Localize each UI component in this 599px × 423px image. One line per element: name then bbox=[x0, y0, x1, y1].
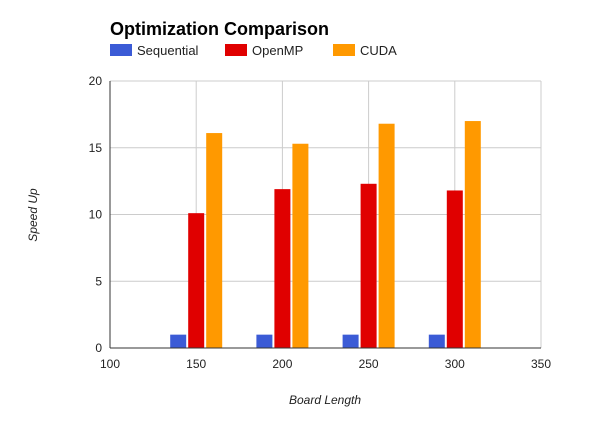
bar-openmp-150 bbox=[188, 213, 205, 348]
y-tick-label: 0 bbox=[95, 341, 102, 355]
x-tick-label: 300 bbox=[445, 357, 465, 371]
bar-openmp-250 bbox=[360, 183, 377, 348]
legend-label: Sequential bbox=[137, 43, 199, 58]
legend-swatch bbox=[110, 44, 132, 56]
y-tick-label: 15 bbox=[89, 141, 103, 155]
y-tick-label: 5 bbox=[95, 274, 102, 288]
chart-title: Optimization Comparison bbox=[110, 19, 329, 39]
legend-swatch bbox=[225, 44, 247, 56]
bar-sequential-250 bbox=[342, 334, 359, 348]
axes bbox=[109, 81, 541, 349]
x-tick-label: 100 bbox=[100, 357, 120, 371]
y-tick-labels: 0 5 10 15 20 bbox=[89, 74, 103, 355]
bar-openmp-200 bbox=[274, 189, 291, 348]
legend-item-openmp: OpenMP bbox=[225, 43, 303, 58]
bar-cuda-200 bbox=[292, 143, 309, 348]
bar-cuda-150 bbox=[206, 133, 223, 348]
y-axis-label: Speed Up bbox=[26, 188, 40, 242]
bar-sequential-150 bbox=[170, 334, 187, 348]
legend-swatch bbox=[333, 44, 355, 56]
bar-sequential-300 bbox=[428, 334, 445, 348]
x-tick-label: 250 bbox=[359, 357, 379, 371]
bar-cuda-300 bbox=[464, 121, 481, 348]
legend-item-sequential: Sequential bbox=[110, 43, 199, 58]
legend-label: CUDA bbox=[360, 43, 397, 58]
x-tick-label: 200 bbox=[272, 357, 292, 371]
x-tick-label: 350 bbox=[531, 357, 551, 371]
legend: Sequential OpenMP CUDA bbox=[110, 43, 397, 58]
x-tick-labels: 100 150 200 250 300 350 bbox=[100, 357, 551, 371]
legend-label: OpenMP bbox=[252, 43, 303, 58]
bars bbox=[170, 121, 481, 348]
bar-openmp-300 bbox=[446, 190, 463, 348]
bar-cuda-250 bbox=[378, 123, 395, 348]
y-tick-label: 10 bbox=[89, 208, 103, 222]
y-tick-label: 20 bbox=[89, 74, 103, 88]
bar-sequential-200 bbox=[256, 334, 273, 348]
x-tick-label: 150 bbox=[186, 357, 206, 371]
x-axis-label: Board Length bbox=[289, 393, 361, 407]
legend-item-cuda: CUDA bbox=[333, 43, 397, 58]
